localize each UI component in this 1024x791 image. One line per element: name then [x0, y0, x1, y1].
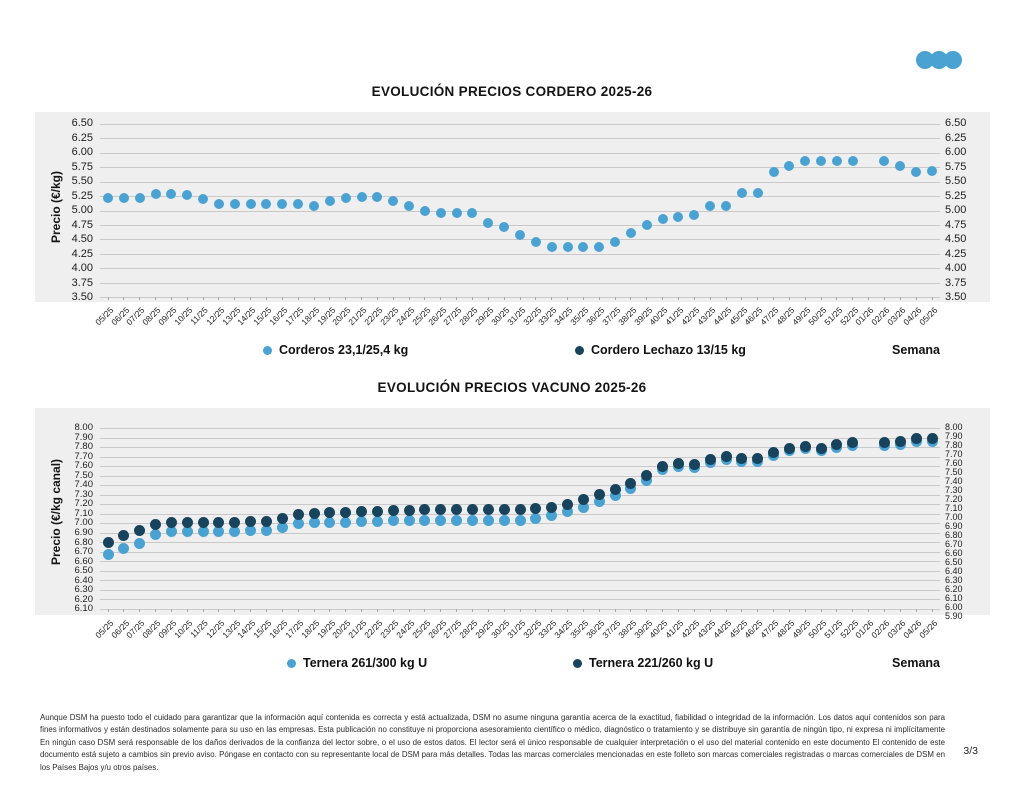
legend-dot-icon — [263, 345, 272, 355]
x-axis-labels: 05/25 06/25 07/25 08/25 09/25 10/25 11/25 12/25… — [92, 305, 940, 328]
x-axis-title: Semana — [892, 656, 940, 670]
legend-item: Cordero Lechazo 13/15 kg — [575, 343, 746, 357]
chart-title: EVOLUCIÓN PRECIOS CORDERO 2025-26 — [371, 84, 653, 99]
legend-item: Ternera 221/260 kg U — [573, 656, 713, 670]
x-axis-title: Semana — [892, 343, 940, 357]
legend-dot-icon — [287, 658, 296, 668]
y-axis-labels-right: 8.00 7.90 7.80 7.70 7.60 7.50 7.40 7.30 7.20 7.10… — [945, 422, 963, 621]
chart-vacuno: EVOLUCIÓN PRECIOS VACUNO 2025-26 Precio … — [0, 363, 1024, 676]
legend-dot-icon — [573, 658, 582, 668]
dsm-three-dots-logo — [916, 51, 962, 69]
legend-item: Ternera 261/300 kg U — [287, 656, 427, 670]
y-axis-labels-left: 6.50 6.25 6.00 5.75 5.50 5.25 5.00 4.75 4.50 4.25… — [71, 117, 93, 303]
legend-label: Ternera 261/300 kg U — [303, 656, 428, 670]
logo-dot-icon — [944, 51, 962, 69]
chart-title: EVOLUCIÓN PRECIOS VACUNO 2025-26 — [377, 380, 647, 395]
legend: Ternera 261/300 kg U Ternera 221/260 kg … — [35, 656, 990, 676]
x-axis-labels: 05/25 06/25 07/25 08/25 09/25 10/25 11/25 12/25… — [92, 618, 940, 641]
plot-area — [100, 124, 940, 300]
legend-item: Corderos 23,1/25,4 kg — [263, 343, 408, 357]
page-number: 3/3 — [963, 745, 978, 757]
legend-label: Cordero Lechazo 13/15 kg — [591, 343, 746, 357]
legend-dot-icon — [575, 345, 584, 355]
plot-area — [100, 428, 940, 612]
legend-label: Corderos 23,1/25,4 kg — [279, 343, 409, 357]
chart-panel: Precio (€/kg canal) 8.00 7.90 7.80 7.70 7.60… — [35, 408, 990, 621]
chart-cordero: EVOLUCIÓN PRECIOS CORDERO 2025-26 Precio… — [0, 0, 1024, 363]
legend: Corderos 23,1/25,4 kg Cordero Lechazo 13… — [35, 343, 990, 363]
logo-dot-icon — [930, 51, 948, 69]
chart-panel: Precio (€/kg) 6.50 6.25 6.00 5.75 5.50 5.25 5.… — [35, 112, 990, 303]
disclaimer-text: Aunque DSM ha puesto todo el cuidado par… — [40, 713, 945, 772]
logo-dot-icon — [916, 51, 934, 69]
y-axis-labels-right: 6.50 6.25 6.00 5.75 5.50 5.25 5.00 4.75 4.50 4.25… — [945, 117, 967, 303]
legend-label: Ternera 221/260 kg U — [589, 656, 714, 670]
y-axis-labels-left: 8.00 7.90 7.80 7.70 7.60 7.50 7.40 7.30 7.20 7.10… — [74, 422, 94, 615]
